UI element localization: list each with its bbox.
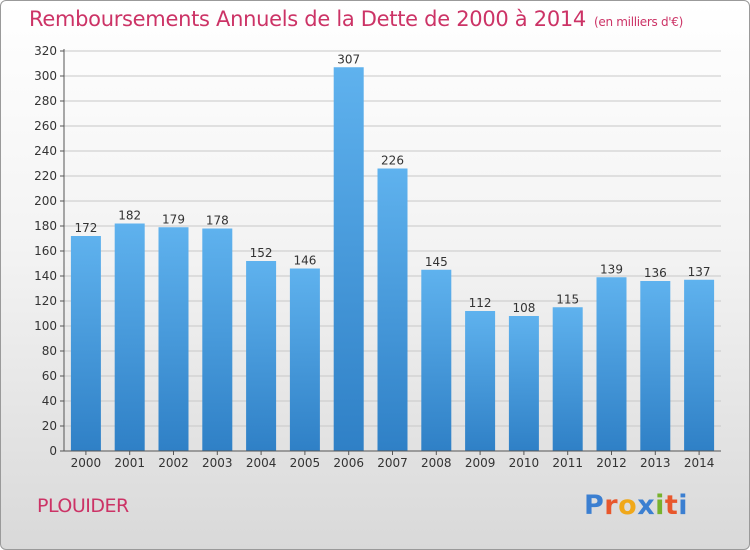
data-label: 178 bbox=[206, 214, 229, 228]
data-label: 112 bbox=[469, 296, 492, 310]
data-label: 137 bbox=[688, 265, 711, 279]
y-tick-label: 100 bbox=[34, 319, 57, 333]
y-tick-label: 60 bbox=[42, 369, 57, 383]
x-tick-label: 2007 bbox=[377, 456, 408, 470]
bars bbox=[70, 67, 715, 451]
y-axis-ticks: 0 20 40 60 80 100 120 140 160 180 200 220 240 260 280 3… bbox=[34, 44, 64, 458]
x-tick-label: 2003 bbox=[202, 456, 233, 470]
x-tick-label: 2006 bbox=[333, 456, 364, 470]
bar bbox=[377, 168, 408, 451]
bar bbox=[114, 223, 145, 451]
proxiti-logo[interactable]: Proxiti bbox=[584, 490, 688, 521]
data-label: 179 bbox=[162, 212, 185, 226]
x-tick-label: 2012 bbox=[596, 456, 627, 470]
data-label: 307 bbox=[337, 52, 360, 66]
data-label: 226 bbox=[381, 154, 404, 168]
y-tick-label: 300 bbox=[34, 69, 57, 83]
data-label: 172 bbox=[74, 221, 97, 235]
logo-letter: i bbox=[678, 490, 689, 521]
y-tick-label: 0 bbox=[49, 444, 57, 458]
y-tick-label: 320 bbox=[34, 44, 57, 58]
y-tick-label: 240 bbox=[34, 144, 57, 158]
y-tick-label: 120 bbox=[34, 294, 57, 308]
x-tick-label: 2000 bbox=[71, 456, 102, 470]
logo-letter: P bbox=[584, 490, 605, 521]
data-label: 182 bbox=[118, 209, 141, 223]
bar bbox=[70, 236, 101, 451]
axes bbox=[63, 49, 721, 452]
y-tick-label: 80 bbox=[42, 344, 57, 358]
y-tick-label: 160 bbox=[34, 244, 57, 258]
bar bbox=[552, 307, 583, 451]
logo-letter: t bbox=[664, 490, 679, 521]
y-tick-label: 260 bbox=[34, 119, 57, 133]
x-axis-ticks: 2000 2001 2002 2003 2004 2005 2006 2007 2008 2009… bbox=[71, 451, 715, 470]
bar bbox=[508, 316, 539, 451]
x-tick-label: 2014 bbox=[684, 456, 715, 470]
chart-title-text: Remboursements Annuels de la Dette de 20… bbox=[29, 7, 586, 31]
x-tick-label: 2009 bbox=[465, 456, 496, 470]
y-tick-label: 220 bbox=[34, 169, 57, 183]
data-label: 145 bbox=[425, 255, 448, 269]
bar bbox=[640, 281, 671, 451]
bar bbox=[333, 67, 364, 451]
x-tick-label: 2008 bbox=[421, 456, 452, 470]
chart-title: Remboursements Annuels de la Dette de 20… bbox=[29, 7, 683, 31]
x-tick-label: 2002 bbox=[158, 456, 189, 470]
logo-letter: i bbox=[655, 490, 665, 521]
data-label: 108 bbox=[512, 301, 535, 315]
x-tick-label: 2010 bbox=[509, 456, 540, 470]
bar bbox=[465, 311, 496, 451]
bar bbox=[289, 268, 320, 451]
y-tick-label: 200 bbox=[34, 194, 57, 208]
y-tick-label: 140 bbox=[34, 269, 57, 283]
logo-letter: x bbox=[637, 490, 656, 521]
y-tick-label: 40 bbox=[42, 394, 57, 408]
y-tick-label: 20 bbox=[42, 419, 57, 433]
chart-unit: (en milliers d'€) bbox=[594, 15, 684, 29]
bar bbox=[596, 277, 627, 451]
x-tick-label: 2005 bbox=[290, 456, 321, 470]
y-tick-label: 180 bbox=[34, 219, 57, 233]
data-label: 146 bbox=[293, 254, 316, 268]
y-tick-label: 280 bbox=[34, 94, 57, 108]
x-tick-label: 2011 bbox=[552, 456, 583, 470]
x-tick-label: 2004 bbox=[246, 456, 277, 470]
data-label: 139 bbox=[600, 262, 623, 276]
data-label: 152 bbox=[250, 246, 273, 260]
bar bbox=[246, 261, 277, 451]
bar bbox=[158, 227, 189, 451]
logo-letter: r bbox=[604, 490, 619, 521]
data-label: 136 bbox=[644, 266, 667, 280]
x-tick-label: 2013 bbox=[640, 456, 671, 470]
bar bbox=[202, 228, 233, 451]
x-tick-label: 2001 bbox=[114, 456, 145, 470]
bar bbox=[684, 279, 715, 451]
commune-name: PLOUIDER bbox=[37, 495, 129, 517]
bar bbox=[421, 269, 452, 451]
data-label: 115 bbox=[556, 292, 579, 306]
data-labels: 172 182 179 178 152 146 307 226 145 112 108 115 139 1… bbox=[74, 52, 710, 315]
logo-letter: o bbox=[618, 490, 638, 521]
